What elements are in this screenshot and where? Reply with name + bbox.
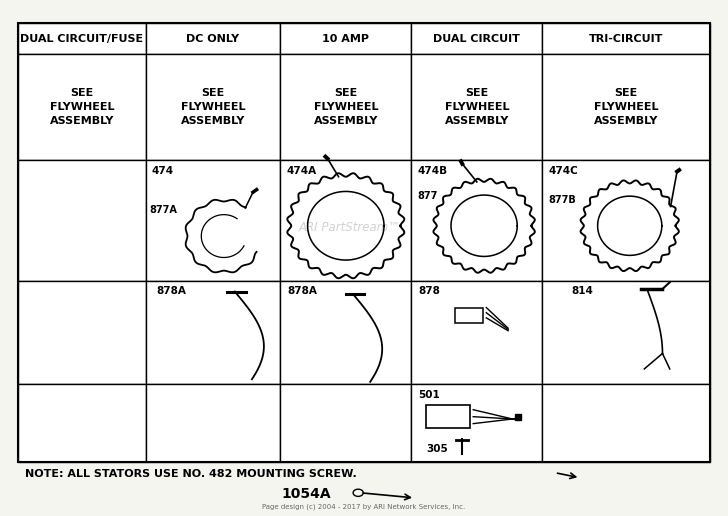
Bar	[18, 281, 146, 384]
Text: 474A: 474A	[286, 166, 316, 176]
Bar	[146, 384, 280, 462]
Bar	[280, 54, 411, 160]
Text: 877B: 877B	[548, 195, 576, 205]
Bar	[280, 160, 411, 281]
Text: SEE
FLYWHEEL
ASSEMBLY: SEE FLYWHEEL ASSEMBLY	[50, 88, 114, 126]
Bar	[146, 54, 280, 160]
Text: DUAL CIRCUIT: DUAL CIRCUIT	[433, 34, 521, 44]
Text: ARI PartStream™: ARI PartStream™	[298, 220, 400, 234]
Text: 10 AMP: 10 AMP	[323, 34, 369, 44]
Bar	[542, 281, 710, 384]
Text: 474B: 474B	[417, 166, 447, 176]
Bar	[411, 384, 542, 462]
Text: 878A: 878A	[288, 286, 317, 296]
Bar	[542, 384, 710, 462]
Text: DUAL CIRCUIT/FUSE: DUAL CIRCUIT/FUSE	[20, 34, 143, 44]
Text: TRI-CIRCUIT: TRI-CIRCUIT	[589, 34, 663, 44]
Bar	[411, 281, 542, 384]
Bar	[280, 23, 411, 54]
Bar	[542, 160, 710, 281]
Bar	[18, 384, 146, 462]
Text: 474: 474	[151, 166, 173, 176]
Bar	[426, 405, 470, 428]
Text: 877A: 877A	[149, 205, 177, 215]
Text: 474C: 474C	[548, 166, 578, 176]
Bar	[18, 23, 710, 462]
Text: 878: 878	[419, 286, 440, 296]
Bar	[18, 23, 146, 54]
Text: SEE
FLYWHEEL
ASSEMBLY: SEE FLYWHEEL ASSEMBLY	[445, 88, 509, 126]
Bar	[146, 160, 280, 281]
Bar	[280, 281, 411, 384]
Text: 877: 877	[417, 191, 438, 201]
Bar	[542, 54, 710, 160]
Text: NOTE: ALL STATORS USE NO. 482 MOUNTING SCREW.: NOTE: ALL STATORS USE NO. 482 MOUNTING S…	[25, 469, 357, 479]
Text: Page design (c) 2004 - 2017 by ARI Network Services, Inc.: Page design (c) 2004 - 2017 by ARI Netwo…	[262, 504, 466, 510]
Bar	[280, 384, 411, 462]
Bar	[411, 23, 542, 54]
Text: 878A: 878A	[157, 286, 186, 296]
Text: 305: 305	[426, 444, 448, 454]
Text: SEE
FLYWHEEL
ASSEMBLY: SEE FLYWHEEL ASSEMBLY	[594, 88, 658, 126]
Bar	[18, 54, 146, 160]
Bar	[146, 281, 280, 384]
Text: SEE
FLYWHEEL
ASSEMBLY: SEE FLYWHEEL ASSEMBLY	[314, 88, 378, 126]
Bar	[455, 308, 483, 322]
Text: 814: 814	[571, 286, 593, 296]
Bar	[542, 23, 710, 54]
Bar	[411, 160, 542, 281]
Text: SEE
FLYWHEEL
ASSEMBLY: SEE FLYWHEEL ASSEMBLY	[181, 88, 245, 126]
Text: 1054A: 1054A	[281, 487, 331, 502]
Text: 501: 501	[419, 390, 440, 399]
Bar	[411, 54, 542, 160]
Bar	[146, 23, 280, 54]
Text: DC ONLY: DC ONLY	[186, 34, 240, 44]
Bar	[18, 160, 146, 281]
